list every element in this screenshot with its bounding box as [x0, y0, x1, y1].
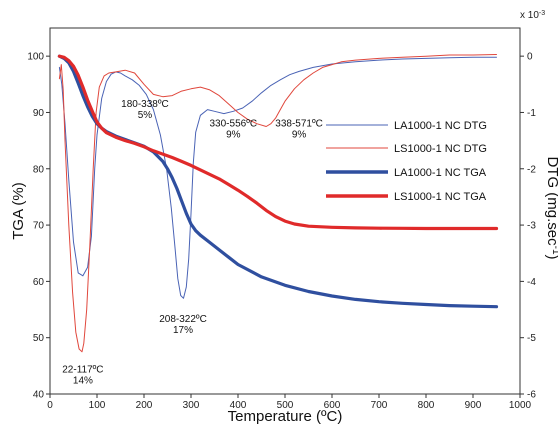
legend-label-ls-tga: LS1000-1 NC TGA [394, 191, 487, 203]
series-line-2 [57, 54, 499, 309]
legend-label-la-tga: LA1000-1 NC TGA [394, 167, 487, 179]
annotations: 22-117ºC 14% 208-322ºC 17% 180-338ºC 5% 330-55… [62, 99, 323, 387]
x-tick-label-0: 0 [47, 400, 53, 411]
x-axis-title: Temperature (ºC) [228, 408, 343, 425]
y-left-tick-label-2: 60 [33, 277, 45, 288]
y-left-tick-label-1: 50 [33, 333, 45, 344]
annotation-4-line-1: 9% [292, 130, 307, 141]
annotation-4: 338-571ºC 9% [275, 119, 323, 141]
annotation-2-line-1: 5% [138, 110, 153, 121]
right-axis-multiplier-exp: -3 [539, 10, 545, 17]
right-axis-multiplier: x 10-3 [520, 10, 545, 22]
y-left-tick-label-4: 80 [33, 164, 45, 175]
plot-area [49, 27, 521, 395]
x-tick-label-10: 1000 [509, 400, 532, 411]
y-right-tick-label-4: -2 [527, 164, 536, 175]
annotation-1: 208-322ºC 17% [159, 314, 207, 336]
annotation-2: 180-338ºC 5% [121, 99, 169, 121]
y-right-tick-label-1: -5 [527, 333, 536, 344]
series-lines [57, 54, 499, 353]
annotation-4-line-0: 338-571ºC [275, 119, 323, 130]
y-left-tick-label-3: 70 [33, 221, 45, 232]
y-right-tick-label-5: -1 [527, 108, 536, 119]
series-line-0 [58, 56, 497, 299]
x-tick-label-4: 400 [230, 400, 247, 411]
y-left-tick-label-5: 90 [33, 108, 45, 119]
x-tick-label-9: 900 [465, 400, 482, 411]
x-tick-label-2: 200 [136, 400, 153, 411]
y-right-tick-label-6: 0 [527, 52, 533, 63]
annotation-0-line-1: 14% [73, 376, 93, 387]
annotation-2-line-0: 180-338ºC [121, 99, 169, 110]
legend-label-la-dtg: LA1000-1 NC DTG [394, 120, 487, 132]
legend-label-ls-dtg: LS1000-1 NC DTG [394, 143, 487, 155]
legend: LA1000-1 NC DTG LS1000-1 NC DTG LA1000-1… [326, 120, 487, 203]
x-tick-label-3: 300 [183, 400, 200, 411]
x-tick-label-7: 700 [371, 400, 388, 411]
y-left-tick-label-6: 100 [27, 52, 44, 63]
x-tick-label-5: 500 [277, 400, 294, 411]
annotation-0-line-0: 22-117ºC [62, 365, 103, 376]
y-right-tick-label-0: -6 [527, 390, 536, 401]
right-axis-multiplier-base: x 10 [520, 10, 539, 21]
x-tick-label-8: 800 [418, 400, 435, 411]
x-tick-label-6: 600 [324, 400, 341, 411]
y-left-tick-label-0: 40 [33, 390, 45, 401]
series-line-3 [57, 54, 499, 231]
y-right-tick-label-2: -4 [527, 277, 536, 288]
y-axis-right-title-sup: -1 [551, 246, 558, 255]
axis-ticks: 0 100 200 300 400 500 600 700 800 900 100040506070… [27, 52, 536, 411]
annotation-1-line-1: 17% [173, 325, 193, 336]
annotation-3: 330-556ºC 9% [210, 119, 258, 141]
annotation-3-line-1: 9% [226, 130, 241, 141]
series-line-1 [58, 54, 497, 353]
annotation-0: 22-117ºC 14% [62, 365, 103, 387]
y-axis-right-title-main: DTG (mg.sec [544, 156, 558, 246]
x-tick-label-1: 100 [89, 400, 106, 411]
y-axis-left-title: TGA (%) [10, 182, 27, 240]
annotation-3-line-0: 330-556ºC [210, 119, 258, 130]
y-axis-right-title: DTG (mg.sec-1) [544, 156, 558, 259]
y-right-tick-label-3: -3 [527, 221, 536, 232]
annotation-1-line-0: 208-322ºC [159, 314, 207, 325]
y-axis-right-title-close: ) [544, 255, 558, 260]
